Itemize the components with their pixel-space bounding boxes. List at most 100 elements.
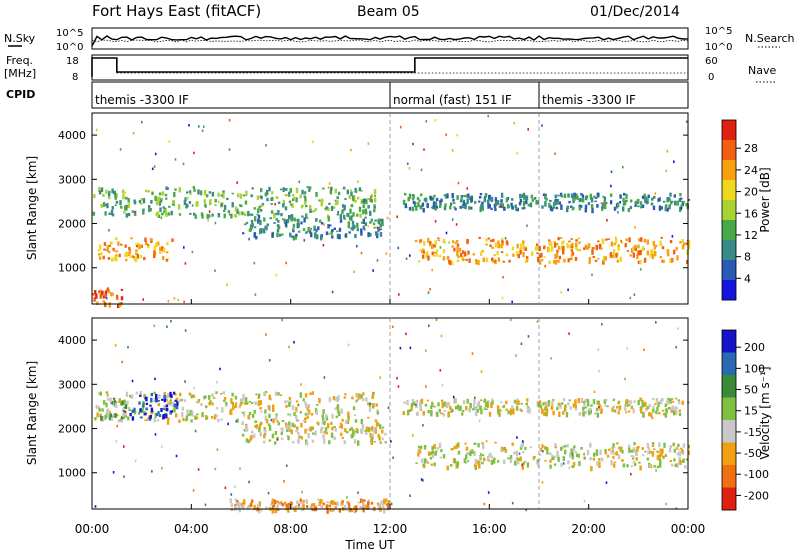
echo-cell — [433, 244, 436, 247]
echo-cell — [108, 251, 111, 254]
echo-cell — [613, 463, 616, 468]
echo-cell — [359, 506, 362, 509]
echo-cell — [170, 410, 173, 413]
echo-cell — [572, 403, 575, 408]
echo-cell — [531, 198, 534, 202]
echo-cell — [480, 370, 483, 373]
echo-cell — [256, 213, 259, 216]
echo-cell — [182, 162, 185, 166]
echo-cell — [312, 503, 315, 508]
echo-cell — [245, 401, 249, 405]
echo-cell — [188, 124, 190, 127]
echo-cell — [617, 211, 619, 214]
echo-cell — [663, 442, 666, 448]
echo-cell — [526, 256, 529, 261]
echo-cell — [293, 217, 296, 222]
echo-cell — [600, 408, 603, 413]
echo-cell — [114, 193, 117, 198]
echo-cell — [108, 411, 111, 414]
echo-cell — [226, 283, 228, 287]
echo-cell — [125, 258, 128, 262]
echo-cell — [457, 442, 460, 448]
echo-cell — [248, 412, 252, 416]
echo-cell — [408, 167, 411, 170]
echo-cell — [343, 204, 346, 211]
echo-cell — [94, 417, 97, 421]
echo-cell — [266, 223, 269, 227]
echo-cell — [165, 212, 168, 217]
echo-cell — [257, 396, 260, 399]
echo-cell — [550, 357, 552, 360]
echo-cell — [385, 252, 388, 255]
echo-cell — [375, 421, 379, 427]
echo-cell — [307, 404, 311, 408]
echo-cell — [295, 234, 298, 237]
y-tick-label: 3000 — [58, 378, 86, 391]
echo-cell — [460, 197, 463, 200]
echo-cell — [383, 508, 386, 514]
echo-cell — [417, 445, 421, 449]
echo-cell — [629, 254, 632, 257]
echo-cell — [282, 218, 285, 221]
echo-cell — [340, 502, 343, 506]
echo-cell — [651, 442, 655, 446]
echo-cell — [243, 402, 247, 405]
echo-cell — [194, 415, 197, 420]
echo-cell — [311, 506, 315, 509]
echo-cell — [197, 468, 200, 471]
echo-cell — [560, 291, 563, 294]
echo-cell — [620, 241, 624, 244]
echo-cell — [666, 207, 669, 212]
echo-cell — [338, 234, 341, 240]
echo-cell — [360, 251, 363, 255]
echo-cell — [239, 402, 243, 406]
echo-cell — [440, 399, 444, 402]
echo-cell — [133, 407, 136, 411]
echo-cell — [245, 190, 248, 197]
colorbar-swatch — [722, 397, 736, 421]
echo-cell — [471, 451, 474, 454]
echo-cell — [346, 496, 348, 499]
echo-cell — [320, 505, 323, 508]
echo-cell — [239, 193, 243, 199]
echo-cell — [462, 206, 465, 209]
echo-cell — [536, 200, 540, 205]
nave-tick-high: 60 — [705, 56, 718, 67]
echo-cell — [317, 422, 320, 426]
echo-cell — [292, 228, 295, 231]
echo-cell — [314, 430, 317, 436]
echo-cell — [371, 426, 374, 432]
echo-cell — [633, 293, 636, 296]
echo-cell — [384, 498, 388, 503]
echo-cell — [234, 404, 237, 409]
echo-cell — [155, 242, 158, 248]
echo-cell — [206, 213, 209, 219]
echo-cell — [156, 413, 159, 416]
echo-cell — [268, 359, 271, 362]
echo-cell — [635, 449, 638, 455]
echo-cell — [294, 507, 297, 513]
echo-cell — [306, 186, 309, 189]
echo-cell — [635, 202, 638, 206]
echo-cell — [434, 452, 437, 456]
echo-cell — [99, 293, 102, 295]
echo-cell — [292, 235, 295, 238]
echo-cell — [237, 193, 240, 198]
echo-cell — [517, 400, 520, 406]
echo-cell — [307, 433, 310, 439]
echo-cell — [532, 456, 535, 460]
echo-cell — [419, 249, 422, 252]
echo-cell — [115, 250, 119, 253]
echo-cell — [516, 207, 519, 212]
echo-cell — [668, 447, 672, 453]
echo-cell — [440, 449, 443, 453]
echo-cell — [417, 452, 420, 456]
echo-cell — [560, 446, 563, 451]
echo-cell — [365, 210, 368, 215]
echo-cell — [192, 394, 196, 398]
echo-cell — [108, 229, 110, 232]
echo-cell — [513, 399, 517, 404]
echo-cell — [354, 430, 358, 433]
echo-cell — [283, 480, 285, 483]
echo-cell — [427, 237, 430, 243]
